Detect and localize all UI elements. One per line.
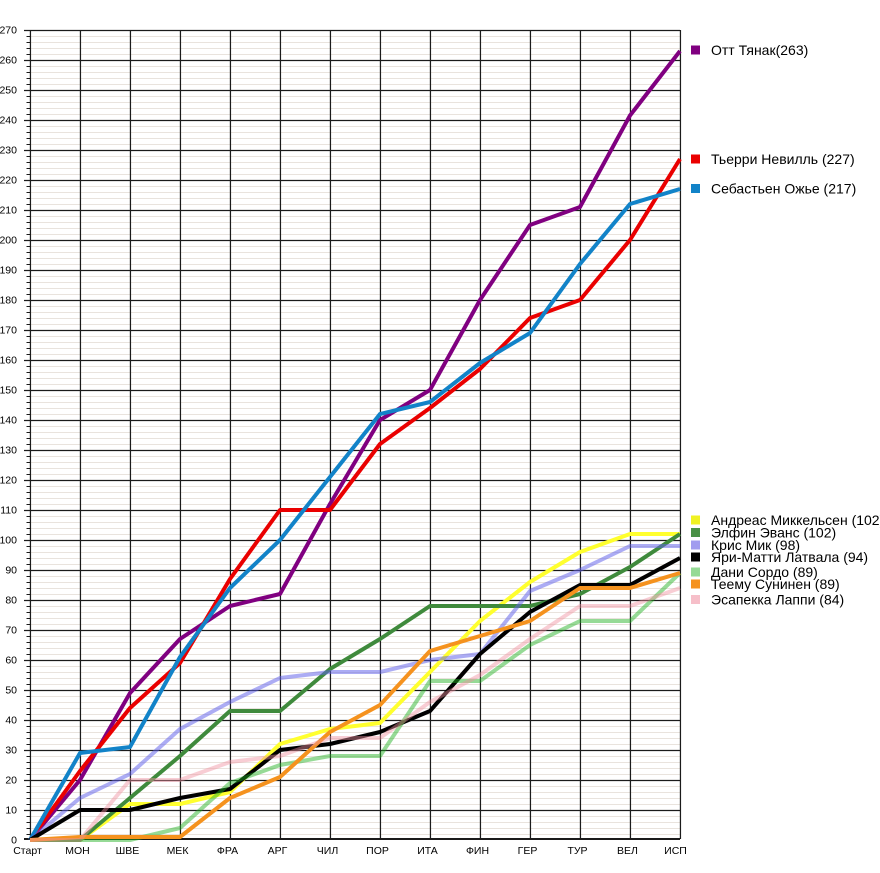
svg-text:50: 50 (5, 685, 17, 697)
svg-text:ВЕЛ: ВЕЛ (617, 845, 638, 857)
svg-text:90: 90 (5, 565, 17, 577)
svg-text:ФИН: ФИН (466, 845, 489, 857)
svg-text:Андреас Миккельсен (102): Андреас Миккельсен (102) (711, 512, 880, 528)
svg-text:Тьерри Невилль (227): Тьерри Невилль (227) (711, 151, 855, 167)
svg-text:140: 140 (0, 415, 17, 427)
svg-text:270: 270 (0, 25, 17, 37)
svg-text:ИСП: ИСП (664, 845, 687, 857)
svg-text:ЧИЛ: ЧИЛ (317, 845, 339, 857)
svg-text:Себастьен Ожье (217): Себастьен Ожье (217) (711, 181, 856, 197)
svg-text:ФРА: ФРА (217, 845, 238, 857)
svg-text:Эсапекка Лаппи (84): Эсапекка Лаппи (84) (711, 592, 844, 608)
svg-text:230: 230 (0, 145, 17, 157)
svg-text:АРГ: АРГ (268, 845, 288, 857)
svg-text:190: 190 (0, 265, 17, 277)
svg-text:260: 260 (0, 55, 17, 67)
svg-text:110: 110 (0, 505, 17, 517)
svg-text:Отт Тянак(263): Отт Тянак(263) (711, 42, 808, 58)
svg-text:60: 60 (5, 655, 17, 667)
svg-text:160: 160 (0, 355, 17, 367)
svg-text:70: 70 (5, 625, 17, 637)
svg-text:200: 200 (0, 235, 17, 247)
svg-text:80: 80 (5, 595, 17, 607)
svg-text:ИТА: ИТА (417, 845, 438, 857)
svg-text:220: 220 (0, 175, 17, 187)
svg-text:10: 10 (5, 805, 17, 817)
svg-text:МОН: МОН (65, 845, 90, 857)
svg-text:30: 30 (5, 745, 17, 757)
svg-text:240: 240 (0, 115, 17, 127)
svg-text:170: 170 (0, 325, 17, 337)
svg-text:40: 40 (5, 715, 17, 727)
svg-text:Дани Сордо (89): Дани Сордо (89) (711, 564, 818, 580)
svg-text:0: 0 (11, 835, 17, 847)
svg-text:100: 100 (0, 535, 17, 547)
svg-text:Яри-Матти Латвала (94): Яри-Матти Латвала (94) (711, 549, 868, 565)
svg-text:150: 150 (0, 385, 17, 397)
svg-text:Элфин Эванс (102): Элфин Эванс (102) (711, 525, 836, 541)
svg-text:130: 130 (0, 445, 17, 457)
svg-text:Теему Сунинен (89): Теему Сунинен (89) (711, 576, 840, 592)
svg-text:ГЕР: ГЕР (518, 845, 538, 857)
svg-text:120: 120 (0, 475, 17, 487)
svg-text:ТУР: ТУР (567, 845, 587, 857)
svg-text:250: 250 (0, 85, 17, 97)
svg-text:20: 20 (5, 775, 17, 787)
svg-text:Крис Мик (98): Крис Мик (98) (711, 537, 800, 553)
svg-text:180: 180 (0, 295, 17, 307)
svg-text:ШВЕ: ШВЕ (116, 845, 140, 857)
svg-text:МЕК: МЕК (167, 845, 190, 857)
svg-text:210: 210 (0, 205, 17, 217)
svg-text:Старт: Старт (13, 845, 42, 857)
svg-text:ПОР: ПОР (366, 845, 389, 857)
